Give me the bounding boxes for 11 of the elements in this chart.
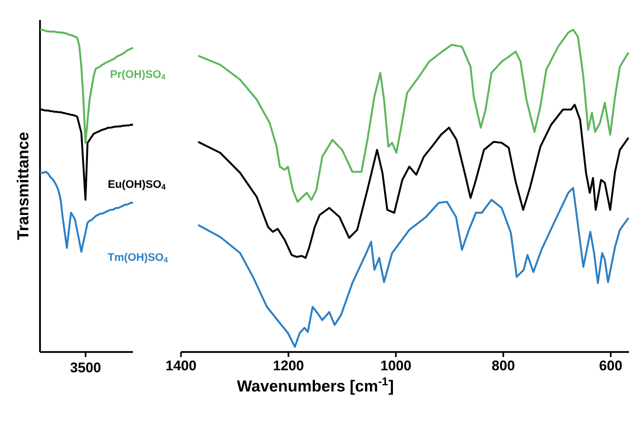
x-tick-label: 1400 — [166, 360, 196, 370]
y-axis-title: Transmittance — [16, 132, 28, 240]
x-tick-label: 800 — [492, 360, 514, 370]
x-tick-label: 1200 — [274, 360, 304, 370]
text: 3500 — [70, 362, 101, 372]
x-tick-label: 1000 — [381, 360, 411, 370]
x-axis-title: Wavenumbers [cm$^{-1}$] — [236, 378, 393, 395]
series-label: Pr(OH)SO$_{4}$ — [110, 70, 166, 80]
text: Tm(OH)SO$_{4}$ — [108, 252, 168, 264]
x-tick-label: 600 — [600, 360, 622, 370]
text: Eu(OH)SO$_{4}$ — [108, 180, 166, 190]
